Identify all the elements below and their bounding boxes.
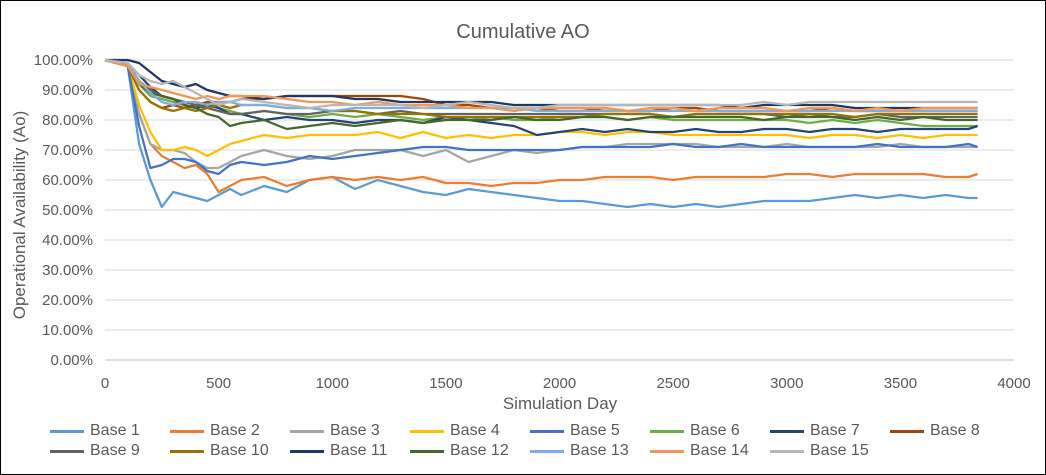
legend-label: Base 1 xyxy=(90,422,140,439)
series-line-base-15 xyxy=(104,58,978,110)
legend-swatch xyxy=(770,449,804,453)
legend-swatch xyxy=(290,429,324,433)
series-line-base-2 xyxy=(104,58,978,194)
legend-label: Base 10 xyxy=(210,442,269,459)
series-line-base-14 xyxy=(104,58,978,113)
legend-item-base-9: Base 9 xyxy=(50,441,140,461)
legend-label: Base 15 xyxy=(810,442,869,459)
x-tick-label: 0 xyxy=(101,375,109,392)
legend-item-base-6: Base 6 xyxy=(650,421,740,441)
legend-label: Base 5 xyxy=(570,422,620,439)
x-tick-label: 2000 xyxy=(543,375,576,392)
legend-swatch xyxy=(290,449,324,453)
legend-swatch xyxy=(50,449,84,453)
legend-item-base-4: Base 4 xyxy=(410,421,500,441)
legend-label: Base 14 xyxy=(690,442,749,459)
series-line-base-13 xyxy=(104,58,978,113)
y-tick-label: 0.00% xyxy=(50,352,93,369)
legend-item-base-14: Base 14 xyxy=(650,441,749,461)
series-line-base-5 xyxy=(104,58,978,176)
legend-swatch xyxy=(650,429,684,433)
legend-item-base-2: Base 2 xyxy=(170,421,260,441)
legend-label: Base 8 xyxy=(930,422,980,439)
legend-item-base-1: Base 1 xyxy=(50,421,140,441)
legend-swatch xyxy=(770,429,804,433)
legend-item-base-8: Base 8 xyxy=(890,421,980,441)
legend-item-base-12: Base 12 xyxy=(410,441,509,461)
y-tick-label: 10.00% xyxy=(42,322,93,339)
legend-label: Base 4 xyxy=(450,422,500,439)
legend-swatch xyxy=(650,449,684,453)
legend-item-base-3: Base 3 xyxy=(290,421,380,441)
series-line-base-1 xyxy=(104,58,978,209)
legend-item-base-7: Base 7 xyxy=(770,421,860,441)
x-tick-label: 1000 xyxy=(316,375,349,392)
y-tick-label: 50.00% xyxy=(42,202,93,219)
legend-label: Base 2 xyxy=(210,422,260,439)
legend-item-base-15: Base 15 xyxy=(770,441,869,461)
series-line-base-12 xyxy=(104,58,978,131)
legend-label: Base 12 xyxy=(450,442,509,459)
x-tick-label: 500 xyxy=(206,375,231,392)
series-line-base-4 xyxy=(104,58,978,158)
legend-swatch xyxy=(530,429,564,433)
legend-item-base-13: Base 13 xyxy=(530,441,629,461)
legend-item-base-10: Base 10 xyxy=(170,441,269,461)
chart-title: Cumulative AO xyxy=(456,21,589,43)
y-tick-label: 70.00% xyxy=(42,142,93,159)
x-axis-label: Simulation Day xyxy=(503,394,618,413)
legend-label: Base 3 xyxy=(330,422,380,439)
legend-label: Base 9 xyxy=(90,442,140,459)
y-tick-label: 60.00% xyxy=(42,172,93,189)
series-line-base-11 xyxy=(105,58,978,110)
legend-swatch xyxy=(410,449,444,453)
x-tick-label: 1500 xyxy=(429,375,462,392)
legend-swatch xyxy=(410,429,444,433)
y-tick-label: 100.00% xyxy=(34,52,93,69)
y-tick-label: 40.00% xyxy=(42,232,93,249)
legend-swatch xyxy=(170,429,204,433)
legend-item-base-11: Base 11 xyxy=(290,441,388,461)
legend-label: Base 7 xyxy=(810,422,860,439)
legend-swatch xyxy=(50,429,84,433)
legend-swatch xyxy=(890,429,924,433)
legend-label: Base 13 xyxy=(570,442,629,459)
legend-swatch xyxy=(170,449,204,453)
y-tick-label: 80.00% xyxy=(42,112,93,129)
legend-label: Base 11 xyxy=(330,442,388,459)
y-tick-label: 90.00% xyxy=(42,82,93,99)
y-axis-label: Operational Availability (Ao) xyxy=(10,111,29,320)
x-tick-label: 3000 xyxy=(770,375,803,392)
legend-swatch xyxy=(530,449,564,453)
x-tick-label: 3500 xyxy=(884,375,917,392)
x-tick-label: 4000 xyxy=(997,375,1030,392)
legend-label: Base 6 xyxy=(690,422,740,439)
y-tick-label: 30.00% xyxy=(42,262,93,279)
y-tick-label: 20.00% xyxy=(42,292,93,309)
legend-item-base-5: Base 5 xyxy=(530,421,620,441)
x-tick-label: 2500 xyxy=(656,375,689,392)
